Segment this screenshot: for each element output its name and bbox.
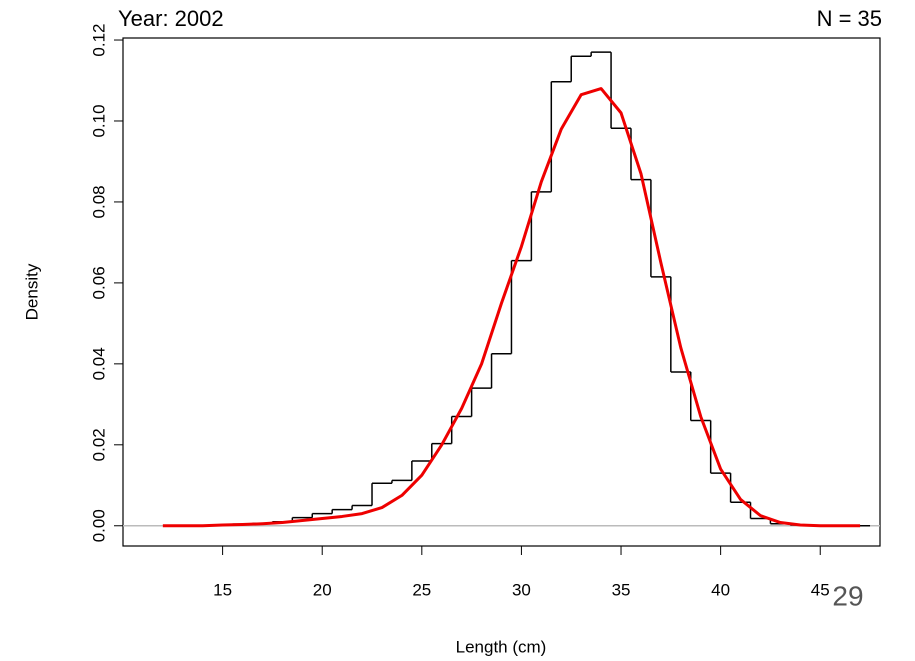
x-axis-label: Length (cm) [456,637,547,656]
y-tick-label: 0.02 [89,428,108,461]
y-tick-label: 0.12 [89,23,108,56]
y-tick-label: 0.08 [89,185,108,218]
y-tick-label: 0.04 [89,347,108,380]
y-tick-label: 0.00 [89,509,108,542]
x-tick-label: 25 [412,580,431,599]
density-line [162,87,861,528]
annotation: N = 35 [817,6,882,31]
x-tick-label: 15 [213,580,232,599]
y-axis-label: Density [22,263,41,320]
x-tick-label: 45 [811,580,830,599]
x-tick-label: 35 [612,580,631,599]
x-tick-label: 40 [711,580,730,599]
chart-title: Year: 2002 [118,6,224,31]
y-tick-label: 0.06 [89,266,108,299]
x-tick-label: 30 [512,580,531,599]
plot-frame [122,37,881,547]
y-tick-label: 0.10 [89,104,108,137]
x-tick-label: 20 [313,580,332,599]
page-number: 29 [832,580,863,611]
